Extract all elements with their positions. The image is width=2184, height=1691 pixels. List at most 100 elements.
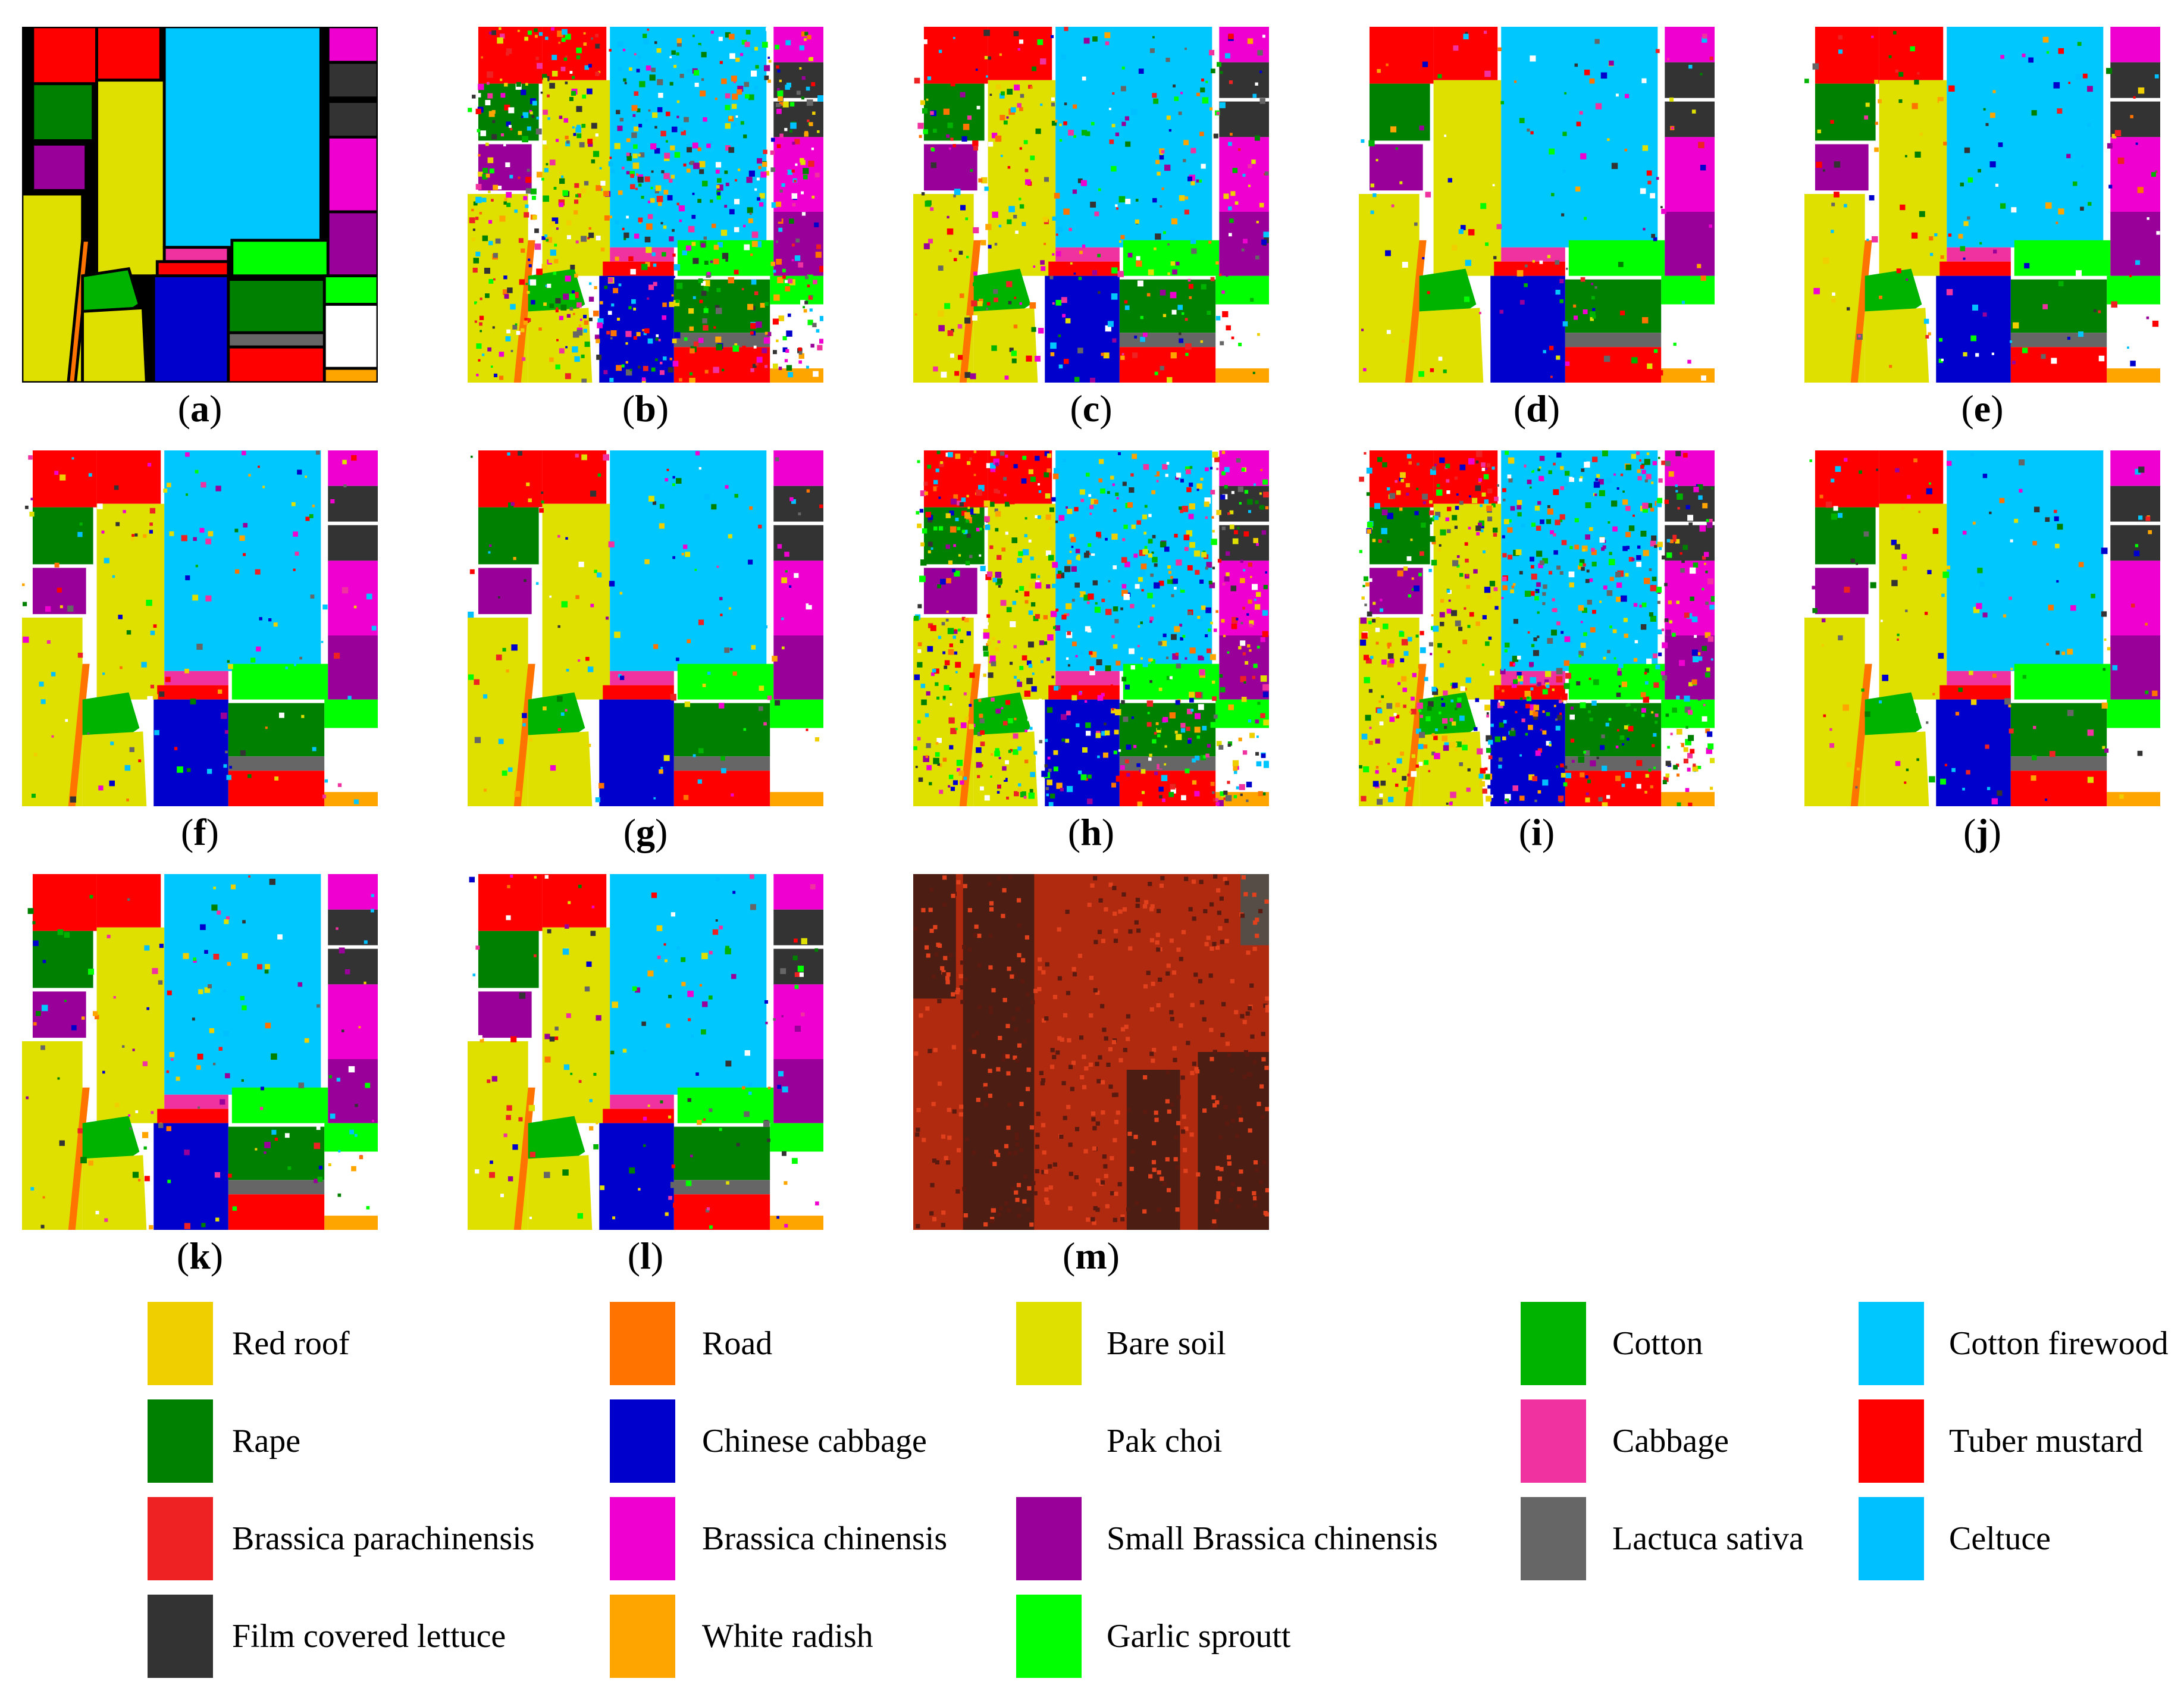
misclassified-pixel [1460, 686, 1465, 691]
misclassified-pixel [472, 228, 475, 231]
misclassified-pixel [724, 353, 728, 356]
misclassified-pixel [1028, 793, 1035, 799]
misclassified-pixel [1612, 629, 1617, 634]
misclassified-pixel [575, 127, 582, 133]
misclassified-pixel [120, 1188, 125, 1193]
misclassified-pixel [651, 252, 656, 256]
misclassified-pixel [57, 929, 64, 935]
misclassified-pixel [618, 982, 622, 987]
misclassified-pixel [1053, 750, 1058, 755]
misclassified-pixel [234, 528, 239, 533]
misclassified-pixel [768, 60, 772, 63]
misclassified-pixel [773, 294, 780, 301]
misclassified-pixel [507, 1176, 513, 1182]
region-brassica-chinensis [326, 27, 378, 64]
misclassified-pixel [957, 628, 961, 632]
misclassified-pixel [1634, 708, 1637, 712]
misclassified-pixel [976, 527, 980, 532]
misclassified-pixel [1149, 753, 1152, 757]
misclassified-pixel [1655, 664, 1660, 669]
misclassified-pixel [1702, 646, 1707, 652]
misclassified-pixel [2101, 702, 2108, 709]
misclassified-pixel [1907, 494, 1911, 499]
misclassified-pixel [123, 510, 126, 513]
region-cotton-firewood [1501, 27, 1658, 248]
misclassified-pixel [596, 572, 602, 578]
misclassified-pixel [920, 684, 926, 688]
misclassified-pixel [698, 337, 704, 343]
misclassified-pixel [585, 657, 590, 661]
misclassified-pixel [1368, 578, 1373, 583]
misclassified-pixel [1488, 755, 1493, 760]
misclassified-pixel [1249, 649, 1252, 652]
misclassified-pixel [1146, 722, 1152, 727]
misclassified-pixel [953, 195, 956, 198]
misclassified-pixel [804, 32, 809, 36]
misclassified-pixel [1639, 605, 1643, 608]
texture-speck [1086, 1217, 1091, 1222]
misclassified-pixel [250, 657, 256, 663]
misclassified-pixel [748, 218, 753, 224]
misclassified-pixel [1063, 121, 1067, 126]
misclassified-pixel [1676, 696, 1680, 700]
misclassified-pixel [819, 265, 823, 273]
misclassified-pixel [1073, 559, 1078, 565]
misclassified-pixel [623, 237, 626, 240]
misclassified-pixel [294, 552, 299, 556]
misclassified-pixel [1119, 240, 1121, 243]
misclassified-pixel [1597, 602, 1603, 607]
misclassified-pixel [1502, 535, 1505, 538]
misclassified-pixel [489, 168, 494, 174]
misclassified-pixel [1941, 358, 1944, 361]
misclassified-pixel [581, 378, 587, 383]
misclassified-pixel [1649, 612, 1654, 617]
misclassified-pixel [806, 86, 810, 91]
texture-speck [1067, 1038, 1071, 1042]
misclassified-pixel [966, 631, 971, 636]
misclassified-pixel [1165, 656, 1169, 659]
misclassified-pixel [1581, 566, 1585, 571]
misclassified-pixel [1669, 620, 1672, 624]
misclassified-pixel [1643, 227, 1646, 231]
misclassified-pixel [1465, 259, 1472, 267]
misclassified-pixel [1613, 657, 1616, 660]
misclassified-pixel [948, 687, 952, 691]
misclassified-pixel [1418, 744, 1424, 750]
misclassified-pixel [571, 290, 575, 294]
misclassified-pixel [482, 174, 488, 180]
misclassified-pixel [2057, 524, 2063, 530]
misclassified-pixel [1493, 533, 1497, 537]
misclassified-pixel [1669, 97, 1674, 102]
misclassified-pixel [1116, 497, 1119, 500]
misclassified-pixel [1037, 515, 1041, 519]
misclassified-pixel [1538, 466, 1541, 469]
region-bare-soil [22, 1041, 83, 1230]
misclassified-pixel [659, 370, 665, 375]
misclassified-pixel [1843, 704, 1849, 711]
texture-speck [1127, 1131, 1132, 1136]
misclassified-pixel [1193, 788, 1198, 793]
misclassified-pixel [1559, 571, 1563, 575]
misclassified-pixel [1443, 369, 1447, 374]
misclassified-pixel [1476, 532, 1480, 536]
misclassified-pixel [697, 779, 702, 784]
texture-speck [1017, 923, 1022, 928]
misclassified-pixel [1900, 204, 1906, 211]
misclassified-pixel [795, 163, 798, 166]
misclassified-pixel [1482, 788, 1487, 794]
misclassified-pixel [1030, 155, 1035, 161]
misclassified-pixel [301, 715, 305, 718]
misclassified-pixel [1644, 681, 1649, 685]
misclassified-pixel [122, 1045, 125, 1048]
misclassified-pixel [983, 500, 991, 507]
misclassified-pixel [1856, 562, 1859, 565]
misclassified-pixel [1580, 702, 1586, 709]
misclassified-pixel [1098, 188, 1101, 192]
misclassified-pixel [1830, 120, 1834, 124]
misclassified-pixel [626, 138, 631, 142]
misclassified-pixel [114, 1103, 120, 1107]
misclassified-pixel [516, 82, 521, 87]
misclassified-pixel [938, 49, 942, 54]
misclassified-pixel [1187, 474, 1191, 478]
misclassified-pixel [1252, 371, 1255, 374]
